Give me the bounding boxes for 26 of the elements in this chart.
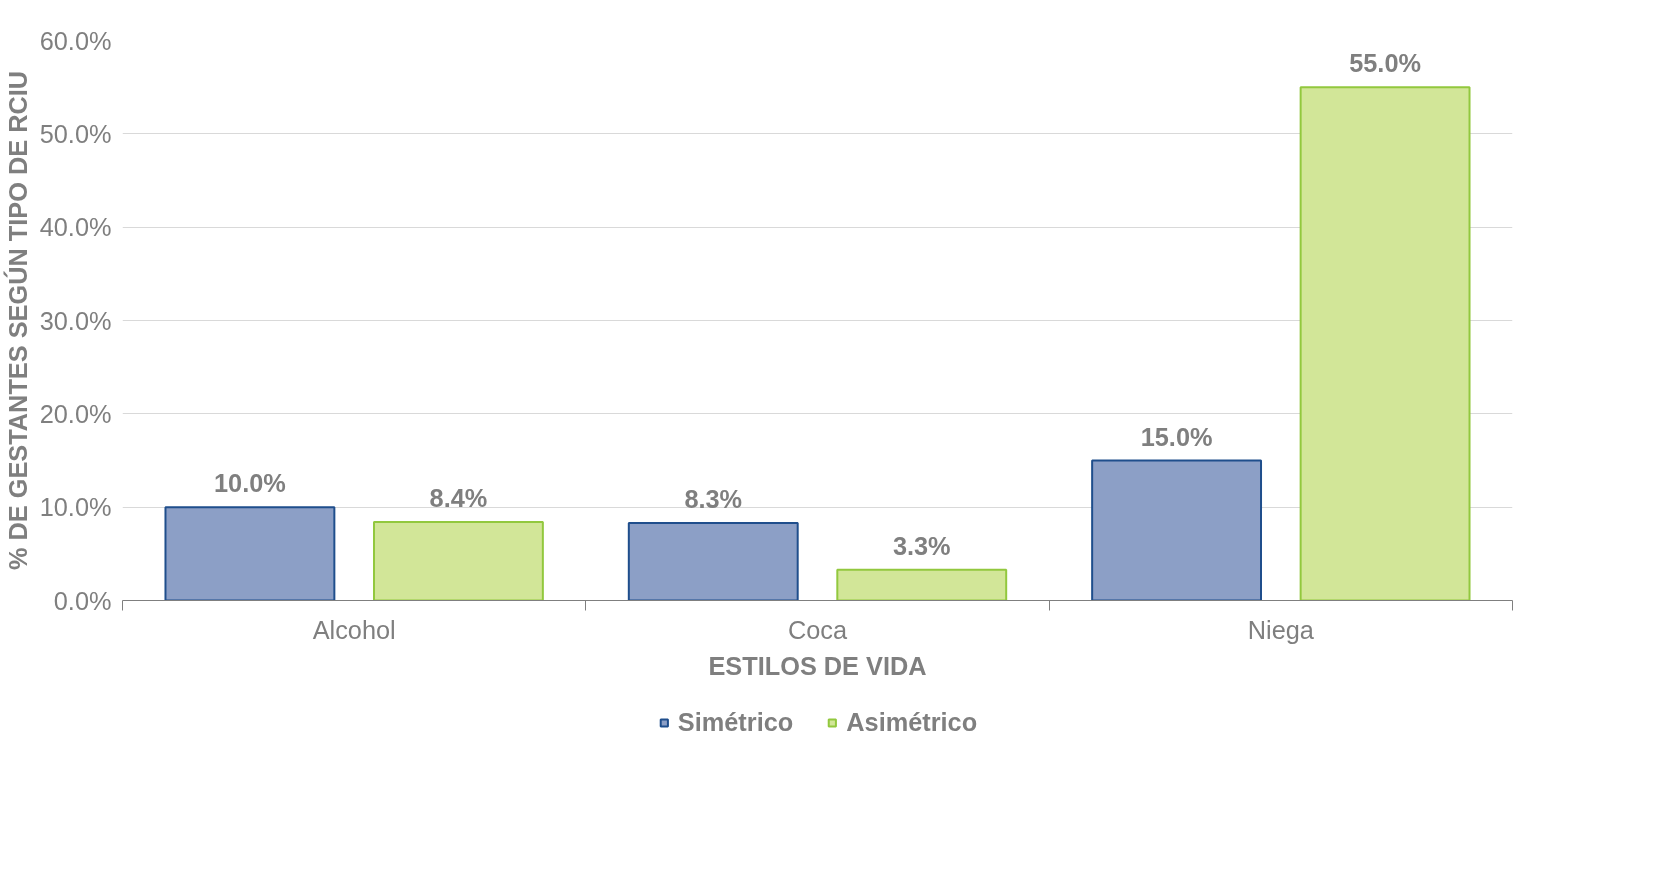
data-label: 8.4%: [429, 484, 488, 513]
y-tick-label: 10.0%: [39, 493, 112, 522]
bar: [372, 521, 544, 601]
y-tick-label: 20.0%: [39, 399, 112, 428]
bar: [627, 522, 799, 601]
y-tick-label: 50.0%: [39, 119, 112, 148]
y-axis-title: % DE GESTANTES SEGÚN TIPO DE RCIU: [2, 70, 32, 571]
data-label: 15.0%: [1140, 422, 1213, 451]
legend-label: Simétrico: [677, 707, 794, 737]
y-tick-label: 0.0%: [53, 586, 112, 615]
bar: [1299, 86, 1471, 601]
data-label: 3.3%: [892, 531, 951, 560]
data-label: 10.0%: [214, 469, 286, 498]
data-label: 8.3%: [684, 485, 743, 514]
legend-label: Asimétrico: [846, 707, 978, 737]
y-tick-label: 40.0%: [39, 213, 112, 242]
x-tick-label: Coca: [787, 615, 848, 644]
x-axis-title: ESTILOS DE VIDA: [708, 651, 927, 680]
y-tick-label: 60.0%: [39, 26, 112, 55]
bar: [836, 568, 1008, 601]
y-tick-label: 30.0%: [39, 306, 112, 335]
bar: [164, 506, 336, 601]
x-tick-label: Alcohol: [312, 615, 396, 644]
bar: [1091, 459, 1263, 601]
data-label: 55.0%: [1349, 49, 1421, 78]
x-tick-label: Niega: [1247, 615, 1315, 644]
